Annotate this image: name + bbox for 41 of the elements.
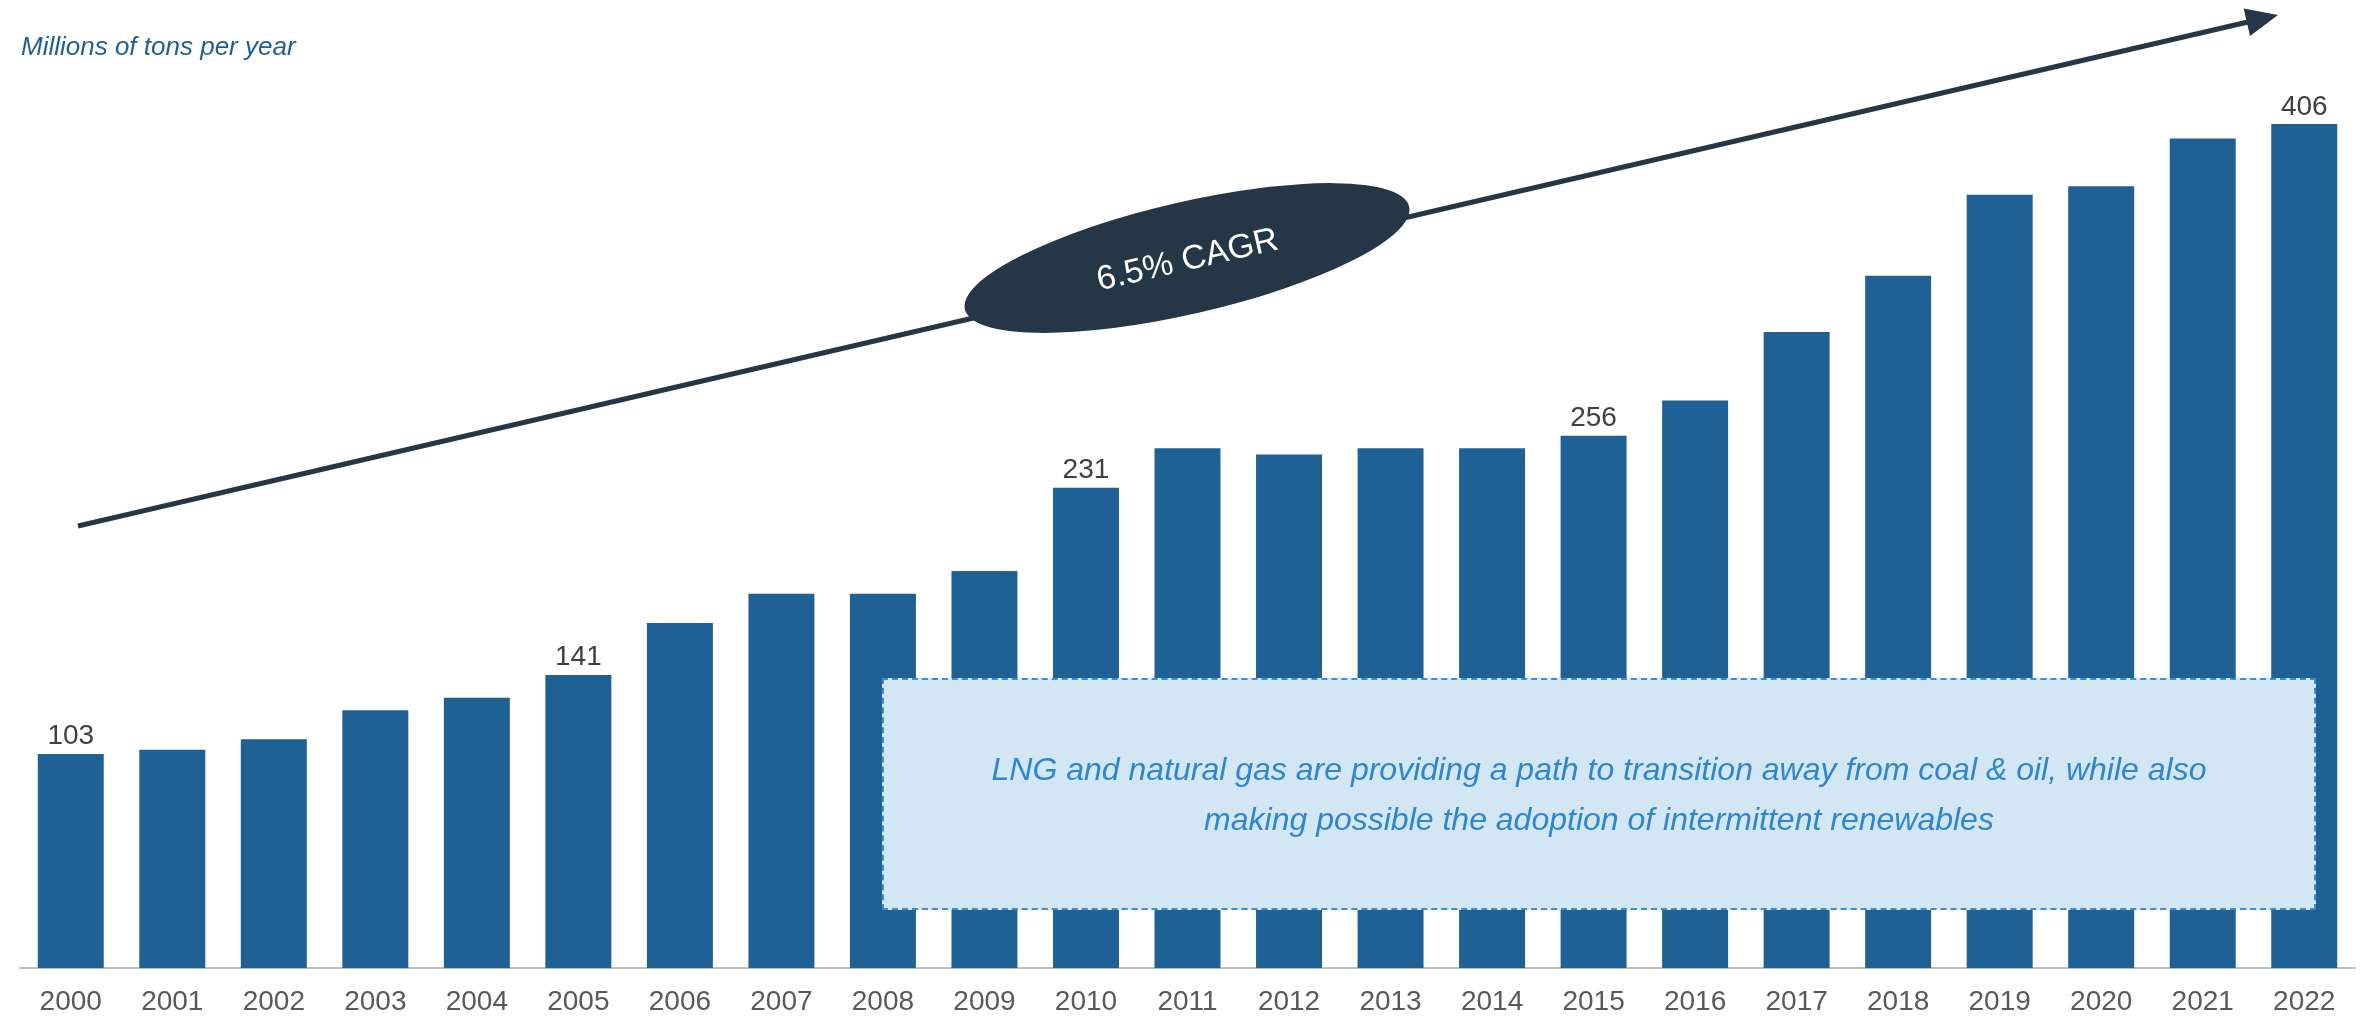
x-tick-label: 2022 [2273, 984, 2336, 1016]
x-tick-label: 2010 [1054, 984, 1118, 1016]
x-tick-label: 2018 [1867, 984, 1930, 1016]
bar [240, 739, 307, 968]
x-tick-label: 2020 [2070, 984, 2133, 1016]
x-tick-label: 2000 [39, 984, 102, 1016]
x-tick-label: 2019 [1968, 984, 2031, 1016]
x-tick-label: 2006 [648, 984, 712, 1016]
bar [646, 622, 713, 968]
bar [443, 697, 510, 968]
x-tick-label: 2021 [2171, 984, 2234, 1016]
x-tick-label: 2013 [1359, 984, 1422, 1016]
x-tick-label: 2017 [1765, 984, 1828, 1016]
x-tick-label: 2003 [344, 984, 407, 1016]
x-tick-label: 2005 [547, 984, 610, 1016]
callout-ellipse: 6.5% CAGR [964, 183, 1410, 333]
x-tick-label: 2009 [953, 984, 1016, 1016]
x-tick-label: 2004 [445, 984, 508, 1016]
bar [748, 593, 815, 968]
data-label: 406 [2280, 89, 2328, 121]
x-tick-label: 2015 [1562, 984, 1625, 1016]
x-tick-label: 2014 [1460, 984, 1524, 1016]
bar [342, 710, 409, 968]
data-label: 231 [1062, 453, 1110, 485]
x-tick-label: 2001 [141, 984, 204, 1016]
x-tick-label: 2007 [750, 984, 813, 1016]
bar [139, 749, 206, 968]
x-tick-label: 2012 [1257, 984, 1321, 1016]
data-label: 256 [1570, 401, 1617, 433]
bar [37, 753, 104, 968]
bar [545, 674, 612, 968]
x-tick-label: 2008 [851, 984, 915, 1016]
x-tick-label: 2011 [1157, 984, 1218, 1016]
x-tick-label: 2016 [1663, 984, 1727, 1016]
annotation: 6.5% CAGR [1092, 218, 1282, 298]
x-tick-label: 2002 [242, 984, 305, 1016]
data-label: 103 [47, 719, 95, 751]
data-label: 141 [555, 640, 602, 672]
annotation: LNG and natural gas are providing a path to transition away from coal & oil, while also making possible the adoption of intermittent renewables [990, 750, 2208, 839]
note-box: LNG and natural gas are providing a path to transition away from coal & oil, while also making possible the adoption of intermittent renewables [882, 678, 2316, 910]
y-axis-title: Millions of tons per year [21, 31, 297, 61]
